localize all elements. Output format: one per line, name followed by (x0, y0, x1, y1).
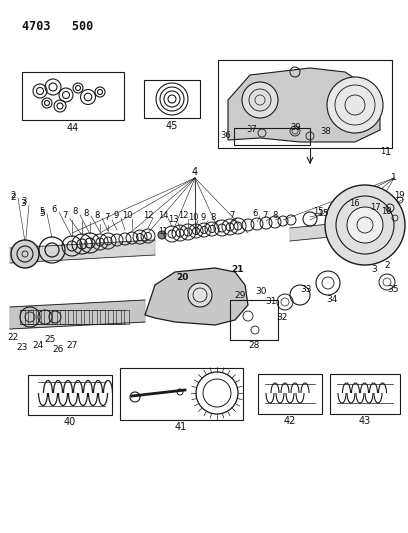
Circle shape (158, 231, 166, 239)
Text: 8: 8 (72, 207, 78, 216)
Text: 1: 1 (380, 148, 386, 157)
Text: 10: 10 (188, 213, 198, 222)
Text: 42: 42 (284, 416, 296, 426)
Text: 26: 26 (52, 345, 64, 354)
Text: 24: 24 (32, 341, 44, 350)
Text: 8: 8 (272, 211, 278, 220)
Text: 2: 2 (384, 261, 390, 270)
Text: 1: 1 (385, 147, 391, 157)
Text: 44: 44 (67, 123, 79, 133)
Text: 31: 31 (265, 297, 277, 306)
Text: 45: 45 (166, 121, 178, 131)
Bar (44, 310, 49, 324)
Text: 8: 8 (83, 208, 89, 217)
Bar (124, 310, 129, 324)
Text: 11: 11 (158, 227, 168, 236)
Polygon shape (145, 268, 248, 325)
Text: 9: 9 (113, 211, 119, 220)
Text: 17: 17 (370, 203, 380, 212)
Text: 6: 6 (252, 208, 258, 217)
Text: 10: 10 (122, 212, 132, 221)
Text: 20: 20 (176, 273, 188, 282)
Polygon shape (290, 220, 370, 241)
Bar (68, 310, 73, 324)
Bar (20, 310, 25, 324)
Text: 1: 1 (391, 174, 397, 182)
Text: 2: 2 (10, 193, 16, 203)
Text: 34: 34 (326, 295, 338, 304)
Text: 39: 39 (290, 123, 302, 132)
Text: 15: 15 (318, 208, 330, 217)
Bar (76, 310, 81, 324)
Text: 14: 14 (158, 211, 168, 220)
Bar (100, 310, 105, 324)
Text: 5: 5 (39, 209, 45, 219)
Text: 36: 36 (221, 132, 231, 141)
Text: 41: 41 (175, 422, 187, 432)
Circle shape (188, 283, 212, 307)
Text: 3: 3 (21, 198, 27, 206)
Text: 13: 13 (168, 215, 178, 224)
Text: 23: 23 (16, 343, 28, 352)
Text: 3: 3 (371, 265, 377, 274)
Text: 7: 7 (104, 213, 110, 222)
Text: 5: 5 (40, 206, 44, 215)
Text: 12: 12 (178, 212, 188, 221)
Bar (92, 310, 97, 324)
Text: 7: 7 (62, 212, 68, 221)
Polygon shape (228, 68, 380, 142)
Text: 12: 12 (143, 211, 153, 220)
Text: 3: 3 (20, 198, 26, 207)
Polygon shape (10, 300, 145, 329)
Bar (36, 310, 41, 324)
Bar (116, 310, 121, 324)
Polygon shape (10, 240, 155, 263)
Text: 28: 28 (248, 341, 259, 350)
Bar (60, 310, 65, 324)
Text: 38: 38 (320, 126, 331, 135)
Text: 37: 37 (246, 125, 257, 134)
Text: 29: 29 (234, 292, 246, 301)
Text: 15: 15 (313, 206, 323, 215)
Circle shape (347, 207, 383, 243)
Circle shape (242, 82, 278, 118)
Text: 30: 30 (255, 287, 267, 295)
Text: 27: 27 (67, 341, 78, 350)
Text: 32: 32 (276, 313, 288, 322)
Text: 8: 8 (94, 211, 100, 220)
Text: 25: 25 (44, 335, 55, 344)
Text: 16: 16 (349, 198, 359, 207)
Text: 6: 6 (51, 205, 57, 214)
Text: 18: 18 (381, 207, 391, 216)
Text: 4703   500: 4703 500 (22, 20, 93, 33)
Text: 8: 8 (210, 213, 216, 222)
Text: 33: 33 (300, 286, 312, 295)
Text: 7: 7 (229, 211, 235, 220)
Text: 7: 7 (262, 211, 268, 220)
Circle shape (327, 77, 383, 133)
Bar (84, 310, 89, 324)
Text: 22: 22 (7, 334, 19, 343)
Circle shape (325, 185, 405, 265)
Circle shape (11, 240, 39, 268)
Bar (52, 310, 57, 324)
Text: 43: 43 (359, 416, 371, 426)
Text: 2: 2 (10, 190, 16, 199)
Text: 19: 19 (394, 191, 404, 200)
Text: 21: 21 (232, 265, 244, 274)
Text: 9: 9 (200, 214, 206, 222)
Text: 40: 40 (64, 417, 76, 427)
Bar (108, 310, 113, 324)
Text: 35: 35 (387, 286, 399, 295)
Bar (28, 310, 33, 324)
Text: 4: 4 (192, 167, 198, 177)
